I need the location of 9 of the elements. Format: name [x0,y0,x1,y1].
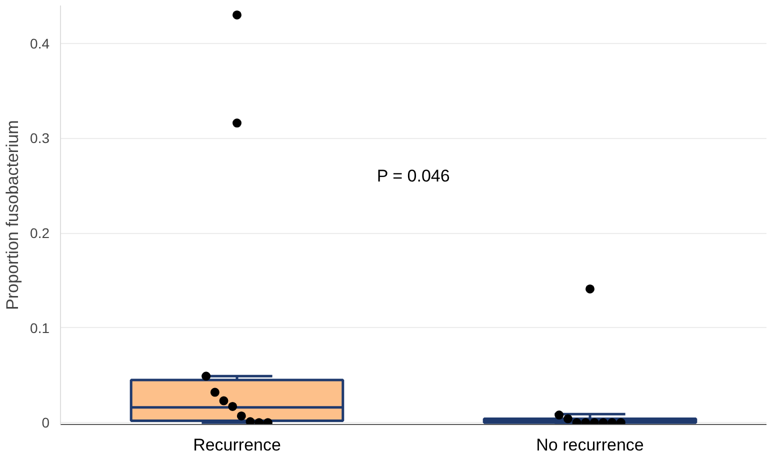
y-tick-label: 0.1 [30,320,50,336]
x-tick-label: Recurrence [193,436,281,454]
y-tick-label: 0.3 [30,130,50,146]
y-axis-title: Proportion fusobacterium [3,120,22,310]
y-tick-label: 0 [42,414,50,431]
x-tick-label: No recurrence [536,436,644,454]
y-tick-label: 0.4 [30,35,50,52]
y-tick-label: 0.2 [30,225,50,242]
annotation: P = 0.046 [376,166,450,186]
